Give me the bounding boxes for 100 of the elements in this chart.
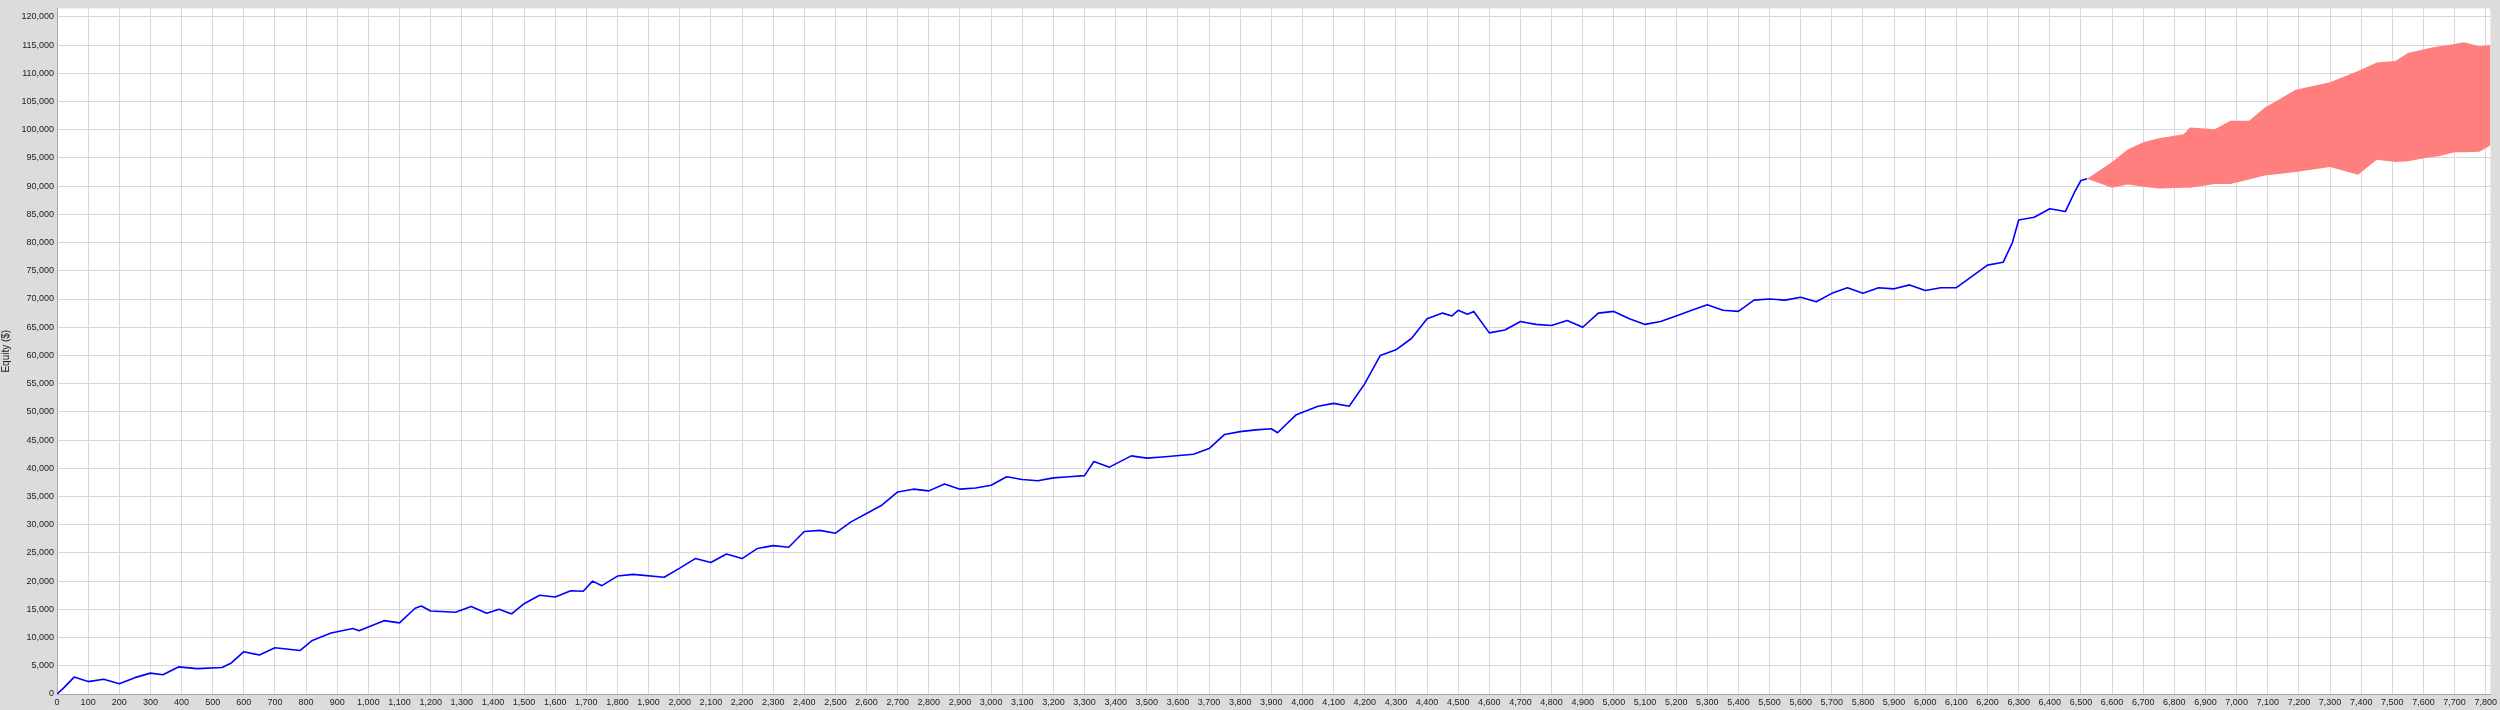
x-tick-label: 1,200 <box>419 696 442 707</box>
y-tick-label: 20,000 <box>26 575 54 586</box>
x-tick-label: 4,200 <box>1353 696 1377 707</box>
x-tick-label: 2,700 <box>886 696 909 707</box>
x-tick-label: 6,100 <box>1945 696 1968 707</box>
y-tick-label: 80,000 <box>26 237 54 248</box>
x-tick-label: 2,800 <box>917 696 941 707</box>
x-tick-label: 5,000 <box>1602 696 1626 707</box>
x-tick-label: 5,400 <box>1727 696 1750 707</box>
x-tick-label: 100 <box>80 696 96 707</box>
y-tick-label: 25,000 <box>26 547 54 558</box>
x-tick-label: 5,800 <box>1851 696 1875 707</box>
y-tick-label: 75,000 <box>26 265 54 276</box>
x-tick-label: 3,700 <box>1197 696 1221 707</box>
x-tick-label: 1,600 <box>543 696 567 707</box>
x-tick-label: 800 <box>298 696 314 707</box>
x-tick-label: 6,600 <box>2100 696 2124 707</box>
y-tick-label: 15,000 <box>26 603 54 614</box>
x-tick-label: 4,500 <box>1446 696 1470 707</box>
x-tick-label: 6,400 <box>2038 696 2062 707</box>
x-tick-label: 400 <box>174 696 190 707</box>
x-tick-label: 5,100 <box>1633 696 1657 707</box>
x-tick-label: 7,300 <box>2318 696 2342 707</box>
x-tick-label: 4,300 <box>1384 696 1408 707</box>
x-tick-label: 6,300 <box>2007 696 2030 707</box>
x-tick-label: 7,700 <box>2443 696 2466 707</box>
x-tick-label: 2,900 <box>948 696 972 707</box>
x-tick-label: 1,500 <box>512 696 536 707</box>
y-tick-label: 35,000 <box>26 490 54 501</box>
y-tick-label: 115,000 <box>22 39 54 50</box>
x-tick-label: 3,400 <box>1104 696 1127 707</box>
x-tick-label: 4,000 <box>1291 696 1314 707</box>
y-tick-label: 60,000 <box>26 349 54 360</box>
y-tick-label: 40,000 <box>26 462 54 473</box>
x-tick-label: 7,000 <box>2225 696 2248 707</box>
x-tick-label: 2,000 <box>668 696 692 707</box>
y-tick-label: 90,000 <box>26 180 54 191</box>
x-tick-label: 6,200 <box>1976 696 1999 707</box>
x-tick-label: 900 <box>329 696 345 707</box>
x-tick-label: 3,200 <box>1042 696 1065 707</box>
y-tick-label: 0 <box>48 688 54 699</box>
x-tick-label: 600 <box>236 696 252 707</box>
y-tick-label: 70,000 <box>26 293 54 304</box>
x-tick-label: 1,400 <box>481 696 505 707</box>
x-tick-label: 3,100 <box>1011 696 1034 707</box>
x-tick-label: 700 <box>267 696 283 707</box>
x-tick-label: 1,000 <box>357 696 380 707</box>
x-tick-label: 4,100 <box>1322 696 1345 707</box>
x-tick-label: 3,600 <box>1166 696 1190 707</box>
x-tick-label: 1,800 <box>606 696 629 707</box>
x-tick-label: 5,500 <box>1758 696 1781 707</box>
x-tick-label: 6,700 <box>2131 696 2155 707</box>
y-tick-label: 5,000 <box>31 660 54 671</box>
y-tick-label: 85,000 <box>26 208 54 219</box>
x-tick-label: 1,900 <box>637 696 660 707</box>
y-axis-title: Equity ($) <box>0 329 11 373</box>
x-tick-label: 7,200 <box>2287 696 2311 707</box>
x-tick-label: 300 <box>142 696 158 707</box>
x-tick-label: 6,800 <box>2163 696 2186 707</box>
y-tick-label: 105,000 <box>21 95 54 106</box>
x-tick-label: 2,500 <box>824 696 847 707</box>
y-tick-label: 30,000 <box>26 519 54 530</box>
y-tick-label: 45,000 <box>26 434 54 445</box>
x-tick-label: 4,800 <box>1540 696 1563 707</box>
x-tick-label: 2,600 <box>855 696 878 707</box>
y-tick-label: 120,000 <box>21 11 54 22</box>
x-tick-label: 6,900 <box>2194 696 2217 707</box>
x-tick-label: 4,600 <box>1478 696 1501 707</box>
x-tick-label: 5,200 <box>1664 696 1688 707</box>
x-tick-label: 1,700 <box>575 696 598 707</box>
x-tick-label: 7,100 <box>2256 696 2280 707</box>
x-tick-label: 5,900 <box>1882 696 1906 707</box>
x-tick-label: 7,800 <box>2474 696 2497 707</box>
x-tick-label: 3,800 <box>1228 696 1252 707</box>
x-tick-label: 500 <box>205 696 221 707</box>
x-tick-label: 7,500 <box>2381 696 2404 707</box>
x-tick-label: 3,500 <box>1135 696 1159 707</box>
x-tick-label: 3,000 <box>979 696 1003 707</box>
x-tick-label: 2,200 <box>730 696 754 707</box>
y-tick-label: 65,000 <box>26 321 54 332</box>
x-tick-label: 5,300 <box>1696 696 1719 707</box>
x-tick-label: 2,300 <box>761 696 785 707</box>
y-tick-label: 95,000 <box>26 152 54 163</box>
x-tick-label: 6,000 <box>1913 696 1937 707</box>
x-tick-label: 1,300 <box>450 696 474 707</box>
x-tick-label: 3,300 <box>1073 696 1096 707</box>
y-tick-label: 100,000 <box>21 124 54 135</box>
x-tick-label: 200 <box>111 696 127 707</box>
x-tick-label: 7,400 <box>2349 696 2373 707</box>
y-tick-label: 10,000 <box>26 632 54 643</box>
x-tick-label: 5,600 <box>1789 696 1812 707</box>
x-tick-label: 1,100 <box>388 696 411 707</box>
x-tick-label: 3,900 <box>1260 696 1283 707</box>
x-tick-label: 2,100 <box>699 696 723 707</box>
x-tick-label: 4,400 <box>1415 696 1439 707</box>
x-tick-label: 4,700 <box>1509 696 1532 707</box>
y-tick-label: 110,000 <box>22 67 54 78</box>
x-tick-label: 4,900 <box>1571 696 1594 707</box>
x-tick-label: 6,500 <box>2069 696 2093 707</box>
x-tick-label: 2,400 <box>793 696 816 707</box>
